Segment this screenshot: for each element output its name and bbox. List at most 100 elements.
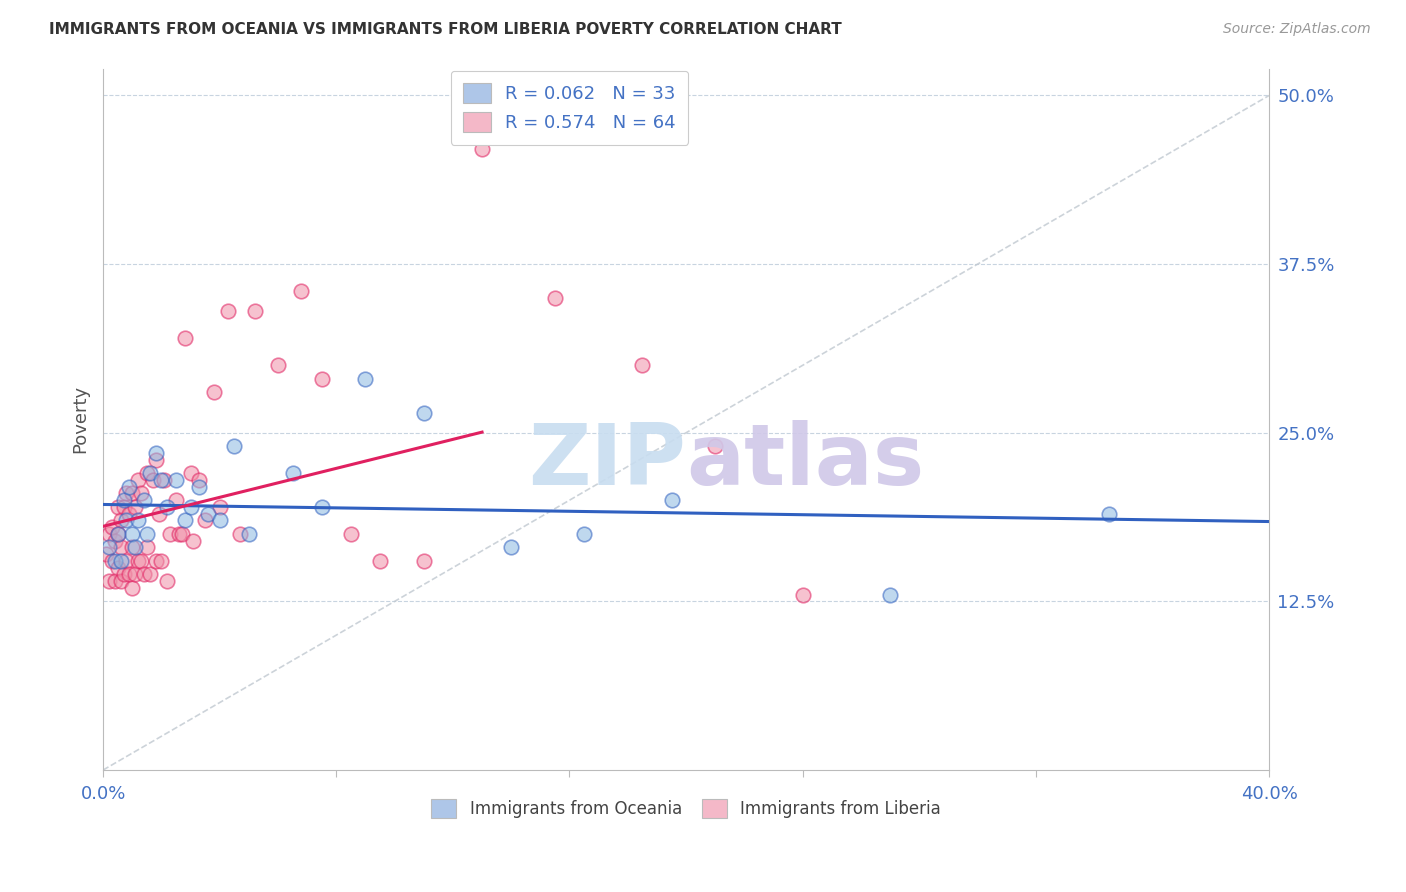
Point [194, 513, 217, 527]
Point [145, 452, 167, 467]
Point [127, 473, 149, 487]
Point [145, 446, 167, 460]
Point [121, 541, 143, 555]
Text: Source: ZipAtlas.com: Source: ZipAtlas.com [1223, 22, 1371, 37]
Point [112, 493, 135, 508]
Point [180, 500, 202, 514]
Point [104, 554, 127, 568]
Point [183, 533, 205, 548]
Point [412, 405, 434, 419]
Point [290, 284, 312, 298]
Point [188, 480, 211, 494]
Point [139, 567, 162, 582]
Point [238, 527, 260, 541]
Point [267, 359, 290, 373]
Point [139, 467, 162, 481]
Point [129, 486, 152, 500]
Point [156, 500, 179, 514]
Point [104, 533, 127, 548]
Point [127, 554, 149, 568]
Point [118, 567, 141, 582]
Point [129, 554, 152, 568]
Point [148, 507, 170, 521]
Point [1098, 507, 1121, 521]
Point [118, 480, 141, 494]
Point [145, 554, 167, 568]
Point [107, 527, 129, 541]
Point [340, 527, 363, 541]
Point [104, 574, 127, 589]
Point [572, 527, 595, 541]
Point [97, 574, 120, 589]
Point [661, 493, 683, 508]
Point [229, 527, 252, 541]
Y-axis label: Poverty: Poverty [72, 385, 89, 453]
Point [202, 385, 225, 400]
Point [115, 513, 138, 527]
Point [127, 513, 149, 527]
Point [368, 554, 391, 568]
Point [97, 541, 120, 555]
Point [156, 574, 179, 589]
Point [110, 541, 132, 555]
Point [173, 331, 195, 345]
Point [217, 304, 239, 318]
Point [115, 554, 138, 568]
Point [135, 541, 157, 555]
Point [112, 500, 135, 514]
Point [132, 493, 155, 508]
Point [412, 554, 434, 568]
Point [118, 507, 141, 521]
Point [173, 513, 195, 527]
Point [97, 527, 120, 541]
Point [471, 143, 494, 157]
Point [132, 567, 155, 582]
Point [354, 372, 377, 386]
Point [124, 567, 146, 582]
Point [107, 500, 129, 514]
Point [224, 439, 246, 453]
Point [150, 473, 173, 487]
Point [544, 291, 567, 305]
Point [124, 500, 146, 514]
Point [165, 493, 187, 508]
Point [107, 560, 129, 574]
Point [107, 527, 129, 541]
Point [243, 304, 266, 318]
Point [197, 507, 219, 521]
Text: IMMIGRANTS FROM OCEANIA VS IMMIGRANTS FROM LIBERIA POVERTY CORRELATION CHART: IMMIGRANTS FROM OCEANIA VS IMMIGRANTS FR… [49, 22, 842, 37]
Point [208, 500, 231, 514]
Point [112, 567, 135, 582]
Point [188, 473, 211, 487]
Point [150, 554, 173, 568]
Point [94, 547, 117, 561]
Point [135, 527, 157, 541]
Point [124, 541, 146, 555]
Point [153, 473, 176, 487]
Point [110, 513, 132, 527]
Text: atlas: atlas [686, 420, 924, 503]
Point [101, 554, 124, 568]
Point [121, 486, 143, 500]
Legend: Immigrants from Oceania, Immigrants from Liberia: Immigrants from Oceania, Immigrants from… [425, 793, 948, 825]
Point [101, 520, 124, 534]
Point [135, 467, 157, 481]
Point [631, 359, 654, 373]
Point [704, 439, 727, 453]
Point [159, 527, 181, 541]
Point [208, 513, 231, 527]
Point [501, 541, 523, 555]
Point [879, 588, 901, 602]
Text: ZIP: ZIP [529, 420, 686, 503]
Point [281, 467, 304, 481]
Point [170, 527, 193, 541]
Point [792, 588, 814, 602]
Point [110, 574, 132, 589]
Point [121, 581, 143, 595]
Point [110, 554, 132, 568]
Point [142, 473, 165, 487]
Point [180, 467, 202, 481]
Point [167, 527, 190, 541]
Point [311, 500, 333, 514]
Point [121, 527, 143, 541]
